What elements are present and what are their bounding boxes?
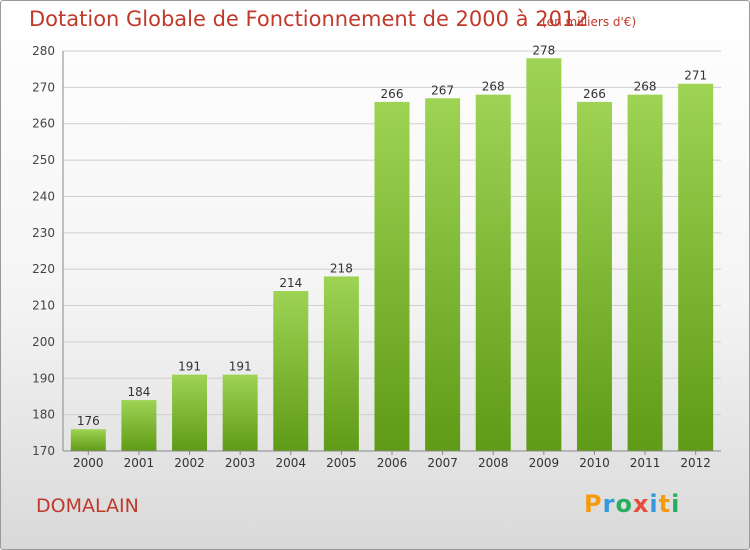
x-tick-label: 2004 xyxy=(275,456,306,470)
bar xyxy=(222,374,258,451)
commune-name: DOMALAIN xyxy=(36,495,139,517)
bar xyxy=(374,101,410,451)
y-tick-label: 230 xyxy=(32,226,55,240)
bar xyxy=(576,101,612,451)
y-tick-label: 270 xyxy=(32,80,55,94)
y-tick-label: 260 xyxy=(32,117,55,131)
data-label: 278 xyxy=(532,43,555,57)
x-tick-label: 2003 xyxy=(225,456,256,470)
data-label: 267 xyxy=(431,83,454,97)
bars: 176 184 191 191 214 218 266 267 268 278 266 268 271 xyxy=(70,43,714,452)
proxiti-logo: Proxiti xyxy=(584,490,681,518)
data-label: 218 xyxy=(330,261,353,275)
x-tick-label: 2006 xyxy=(377,456,408,470)
data-label: 268 xyxy=(634,80,657,94)
bar xyxy=(273,291,309,451)
y-tick-label: 170 xyxy=(32,444,55,458)
bar xyxy=(323,276,359,451)
x-tick-label: 2008 xyxy=(478,456,509,470)
bar xyxy=(475,94,511,452)
y-tick-label: 200 xyxy=(32,335,55,349)
data-label: 214 xyxy=(279,276,302,290)
y-tick-label: 180 xyxy=(32,408,55,422)
bar xyxy=(70,429,106,451)
chart-title: Dotation Globale de Fonctionnement de 20… xyxy=(29,7,589,31)
x-tick-label: 2001 xyxy=(124,456,155,470)
data-label: 191 xyxy=(229,360,252,374)
y-tick-label: 250 xyxy=(32,153,55,167)
y-tick-label: 220 xyxy=(32,262,55,276)
y-tick-label: 240 xyxy=(32,189,55,203)
data-label: 268 xyxy=(482,80,505,94)
bar xyxy=(526,58,562,451)
y-tick-label: 280 xyxy=(32,44,55,58)
axes: 170 180 190 200 210 220 230 240 250 260 270 280 2000… xyxy=(32,44,721,470)
chart-subtitle: (en milliers d'€) xyxy=(542,15,637,29)
data-label: 271 xyxy=(684,69,707,83)
bar xyxy=(172,374,208,451)
bar xyxy=(678,83,714,452)
data-label: 266 xyxy=(583,87,606,101)
data-label: 191 xyxy=(178,360,201,374)
y-tick-label: 190 xyxy=(32,371,55,385)
x-tick-label: 2005 xyxy=(326,456,357,470)
bar xyxy=(121,400,157,451)
bar xyxy=(425,98,461,451)
x-tick-label: 2012 xyxy=(680,456,711,470)
x-tick-label: 2007 xyxy=(427,456,458,470)
bar xyxy=(627,94,663,452)
x-tick-label: 2000 xyxy=(73,456,104,470)
data-label: 184 xyxy=(127,385,150,399)
x-tick-label: 2009 xyxy=(529,456,560,470)
y-tick-label: 210 xyxy=(32,299,55,313)
data-label: 176 xyxy=(77,414,100,428)
data-label: 266 xyxy=(381,87,404,101)
x-tick-label: 2010 xyxy=(579,456,610,470)
x-tick-label: 2002 xyxy=(174,456,205,470)
x-tick-label: 2011 xyxy=(630,456,661,470)
